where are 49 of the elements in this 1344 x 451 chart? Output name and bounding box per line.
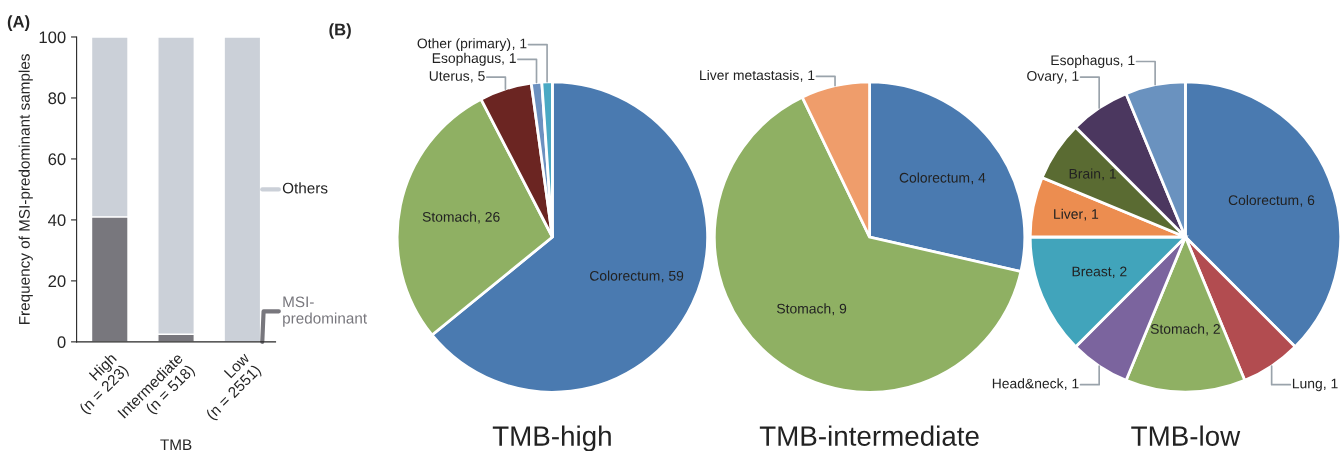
data-label: , 1 bbox=[502, 53, 516, 65]
data-label: , 2 bbox=[1112, 266, 1127, 279]
y-axis-title: Frequency of MSI-predominant samples bbox=[18, 54, 33, 325]
y-tick-label: 20 bbox=[48, 275, 66, 288]
text: TMB-low bbox=[1131, 425, 1241, 446]
slice-label: Colorectum bbox=[899, 172, 970, 183]
slice-label: Colorectum bbox=[590, 270, 660, 281]
data-label: , 1 bbox=[1064, 378, 1079, 391]
text: TMB-high bbox=[492, 425, 611, 451]
slice-label: Liver metastasis bbox=[700, 69, 799, 81]
slice-label: Uterus bbox=[429, 71, 470, 81]
slice-label: Esophagus bbox=[432, 52, 501, 66]
data-label: , 1 bbox=[800, 70, 815, 82]
slice-label: Liver bbox=[1054, 208, 1083, 219]
x-axis-title: TMB bbox=[160, 439, 192, 450]
legend-label: Others bbox=[282, 182, 328, 194]
slice-label: Breast bbox=[1072, 266, 1112, 277]
data-label: , 2 bbox=[1206, 324, 1220, 336]
slice-label: Stomach bbox=[777, 303, 831, 314]
slice-label: Head&neck bbox=[992, 378, 1064, 389]
data-label: , 5 bbox=[471, 71, 485, 83]
y-tick-label: 100 bbox=[39, 31, 66, 44]
y-tick-label: 40 bbox=[48, 214, 66, 227]
data-label: , 1 bbox=[512, 38, 527, 50]
data-label: , 26 bbox=[478, 211, 500, 224]
data-label: , 1 bbox=[1120, 55, 1135, 67]
slice-label: Other (primary) bbox=[417, 38, 511, 52]
data-label: , 1 bbox=[1102, 168, 1116, 181]
data-label: , 1 bbox=[1324, 378, 1338, 391]
data-label: , 6 bbox=[1300, 195, 1315, 207]
slice-label: Brain bbox=[1069, 168, 1101, 179]
slice-label: Ovary bbox=[1027, 71, 1064, 84]
data-label: , 59 bbox=[661, 270, 684, 283]
data-label: , 1 bbox=[1064, 71, 1079, 83]
slice-label: Colorectum bbox=[1228, 194, 1299, 206]
text: MSI- predominant bbox=[283, 296, 367, 327]
slice-label: Stomach bbox=[422, 211, 476, 222]
data-label: , 1 bbox=[1084, 209, 1099, 221]
text: (B) bbox=[329, 23, 351, 39]
slice-label: Esophagus bbox=[1051, 55, 1120, 68]
text: (A) bbox=[7, 15, 30, 31]
y-tick-label: 60 bbox=[48, 153, 66, 166]
y-tick-label: 80 bbox=[48, 92, 66, 105]
y-tick-label: 0 bbox=[57, 336, 66, 349]
data-label: , 4 bbox=[971, 172, 986, 185]
slice-label: Lung bbox=[1292, 378, 1322, 392]
text: TMB-intermediate bbox=[759, 425, 979, 446]
slice-label: Stomach bbox=[1150, 323, 1205, 334]
data-label: , 9 bbox=[832, 303, 847, 316]
